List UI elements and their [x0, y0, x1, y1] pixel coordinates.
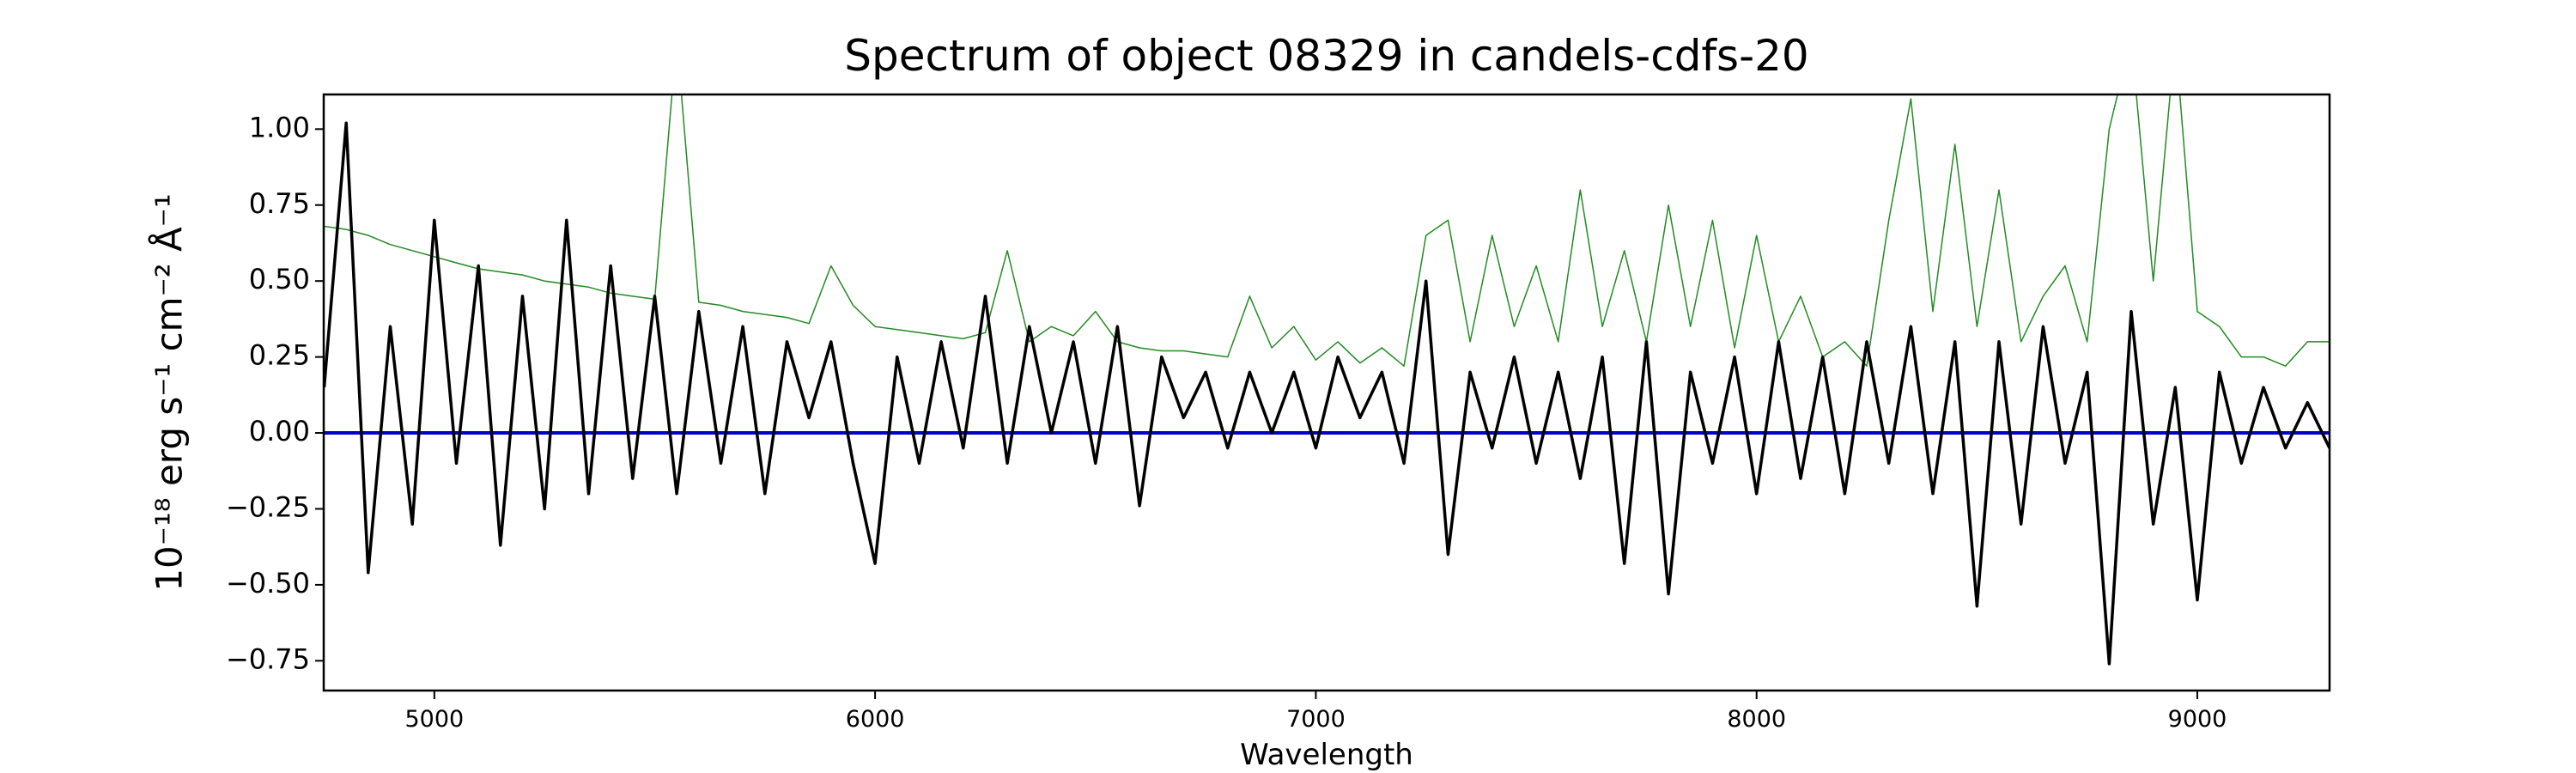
y-tick-label: 0.50 [249, 263, 310, 295]
spectrum-line [324, 121, 2330, 666]
x-tick-label: 8000 [1727, 706, 1786, 733]
x-tick-label: 7000 [1286, 706, 1346, 733]
y-axis-label: 10⁻¹⁸ erg s⁻¹ cm⁻² Å⁻¹ [148, 193, 191, 591]
spectrum-line [324, 94, 2330, 367]
plot-area [324, 94, 2330, 666]
x-axis-label: Wavelength [1240, 738, 1413, 772]
x-tick-label: 5000 [404, 706, 464, 733]
plot-frame [322, 93, 2331, 692]
y-tick-label: 1.00 [249, 111, 310, 143]
y-tick-label: −0.75 [226, 642, 310, 675]
x-tick-label: 9000 [2168, 706, 2227, 733]
y-tick-label: 0.25 [249, 339, 310, 372]
x-tick-label: 6000 [846, 706, 905, 733]
y-tick-label: 0.75 [249, 187, 310, 220]
y-tick-label: −0.25 [226, 490, 310, 523]
chart-title: Spectrum of object 08329 in candels-cdfs… [844, 31, 1809, 81]
y-tick-label: 0.00 [249, 415, 310, 447]
y-tick-label: −0.50 [226, 567, 310, 600]
